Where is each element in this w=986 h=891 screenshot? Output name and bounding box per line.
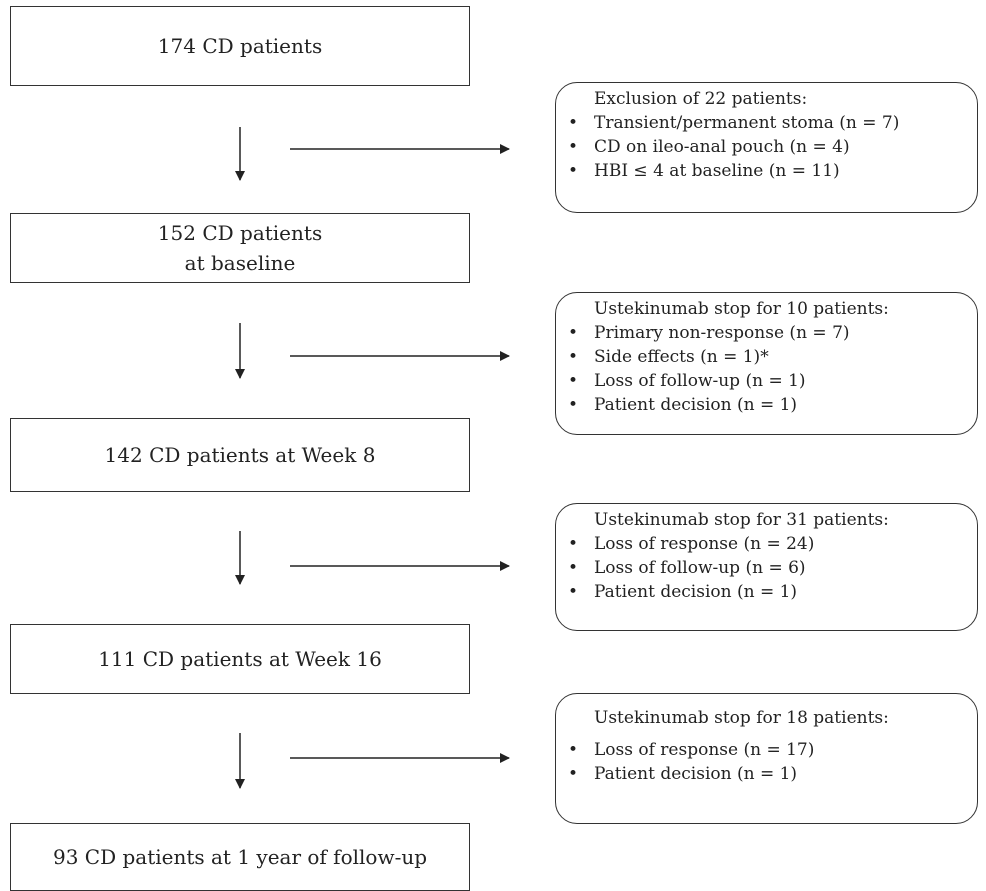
- week16-stop-note: Ustekinumab stop for 31 patients: Loss o…: [555, 503, 978, 631]
- note-title: Ustekinumab stop for 18 patients:: [594, 708, 889, 728]
- note-item: CD on ileo-anal pouch (n = 4): [568, 135, 969, 159]
- note-item: Patient decision (n = 1): [568, 580, 969, 604]
- note-title: Exclusion of 22 patients:: [594, 89, 808, 109]
- box-142-week8: 142 CD patients at Week 8: [10, 418, 470, 492]
- box-text: 142 CD patients at Week 8: [104, 443, 376, 467]
- note-item: Transient/permanent stoma (n = 7): [568, 111, 969, 135]
- note-item: Patient decision (n = 1): [568, 393, 969, 417]
- note-item: Primary non-response (n = 7): [568, 321, 969, 345]
- note-item: Loss of response (n = 24): [568, 532, 969, 556]
- box-111-week16: 111 CD patients at Week 16: [10, 624, 470, 694]
- box-152-baseline: 152 CD patients at baseline: [10, 213, 470, 283]
- box-text: 93 CD patients at 1 year of follow-up: [52, 845, 428, 869]
- note-item: Loss of response (n = 17): [568, 738, 969, 762]
- note-title: Ustekinumab stop for 10 patients:: [594, 299, 889, 319]
- note-item: Loss of follow-up (n = 6): [568, 556, 969, 580]
- exclusion-note: Exclusion of 22 patients: Transient/perm…: [555, 82, 978, 213]
- box-174-patients: 174 CD patients: [10, 6, 470, 86]
- box-line-2: at baseline: [184, 251, 296, 275]
- year1-stop-note: Ustekinumab stop for 18 patients: Loss o…: [555, 693, 978, 824]
- note-title: Ustekinumab stop for 31 patients:: [594, 510, 889, 530]
- note-item: Side effects (n = 1)*: [568, 345, 969, 369]
- box-line-1: 152 CD patients: [157, 221, 323, 245]
- note-item: HBI ≤ 4 at baseline (n = 11): [568, 159, 969, 183]
- box-93-1year: 93 CD patients at 1 year of follow-up: [10, 823, 470, 891]
- note-item: Patient decision (n = 1): [568, 762, 969, 786]
- box-text: 174 CD patients: [157, 34, 323, 58]
- box-text: 111 CD patients at Week 16: [98, 647, 382, 671]
- week8-stop-note: Ustekinumab stop for 10 patients: Primar…: [555, 292, 978, 435]
- note-item: Loss of follow-up (n = 1): [568, 369, 969, 393]
